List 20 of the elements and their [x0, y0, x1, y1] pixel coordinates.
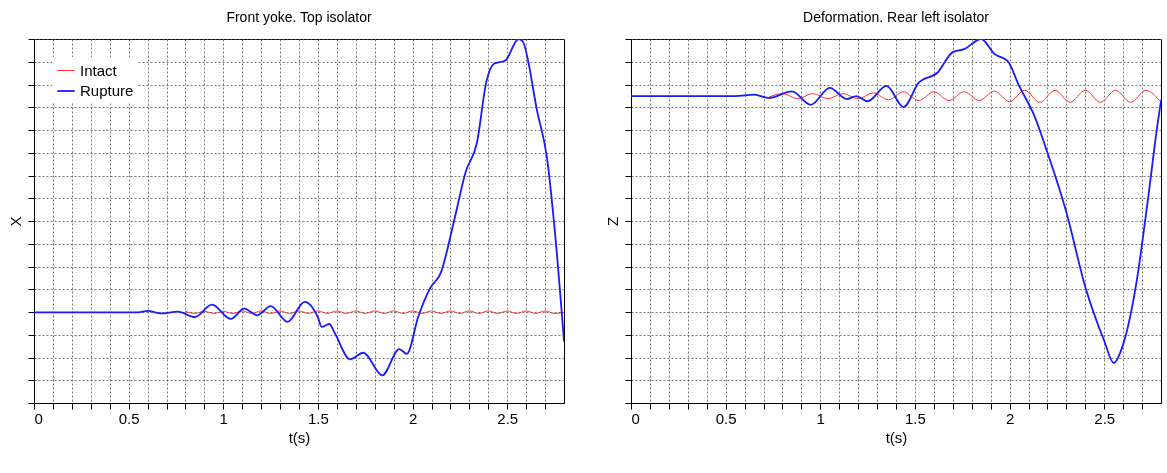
x-tick-label: 0.5: [118, 409, 140, 427]
x-tick-label: 2.5: [1094, 409, 1116, 427]
x-tick-label: 1: [219, 409, 228, 427]
x-axis-title: t(s): [288, 428, 311, 446]
legend-label: Intact: [80, 61, 118, 79]
x-tick-label: 0: [34, 409, 43, 427]
x-tick-label: 1.5: [905, 409, 926, 427]
chart-title: Front yoke. Top isolator: [226, 8, 372, 25]
chart-title: Deformation. Rear left isolator: [803, 8, 990, 25]
x-tick-label: 1.5: [308, 409, 329, 427]
x-tick-label: 1: [816, 409, 825, 427]
x-tick-label: 0.5: [715, 409, 737, 427]
y-axis-title: Z: [604, 216, 621, 227]
x-tick-label: 2.5: [497, 409, 519, 427]
x-tick-label: 2: [1005, 409, 1015, 427]
x-axis-title: t(s): [885, 428, 908, 446]
x-tick-label: 0: [631, 409, 640, 427]
legend-label: Rupture: [80, 82, 134, 99]
y-axis-title: X: [7, 216, 24, 227]
x-tick-label: 2: [408, 409, 418, 427]
